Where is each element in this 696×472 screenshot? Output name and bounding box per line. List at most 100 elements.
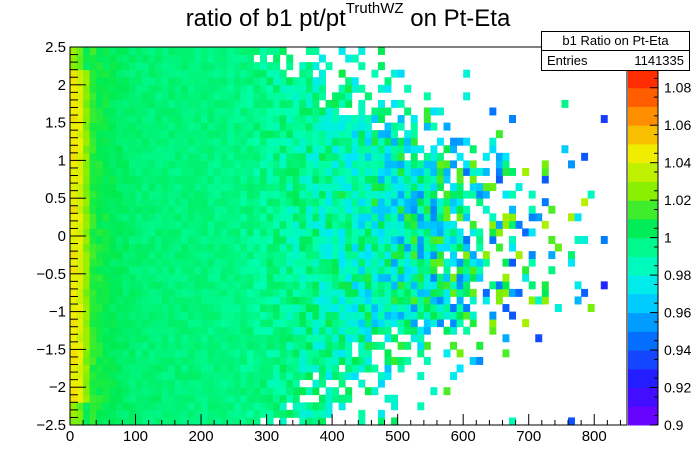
heatmap-cell (70, 47, 77, 55)
heatmap-cell (89, 281, 97, 290)
heatmap-cell (148, 304, 156, 312)
heatmap-cell (522, 167, 530, 176)
heatmap-cell (246, 387, 254, 396)
heatmap-cell (142, 92, 150, 101)
heatmap-cell (194, 190, 202, 199)
heatmap-cell (332, 99, 340, 108)
heatmap-cell (266, 349, 274, 358)
heatmap-cell (142, 213, 150, 222)
heatmap-cell (89, 273, 97, 282)
heatmap-cell (70, 205, 77, 214)
heatmap-cell (502, 273, 510, 282)
heatmap-cell (292, 258, 300, 267)
heatmap-cell (423, 341, 431, 350)
heatmap-cell (377, 273, 385, 282)
heatmap-cell (83, 266, 91, 275)
heatmap-cell (214, 145, 222, 154)
heatmap-cell (279, 99, 287, 108)
heatmap-cell (135, 205, 143, 214)
heatmap-cell (201, 213, 209, 222)
heatmap-cell (109, 152, 117, 161)
heatmap-cell (404, 326, 412, 335)
heatmap-cell (240, 167, 248, 176)
heatmap-cell (397, 69, 405, 78)
heatmap-cell (299, 341, 307, 350)
heatmap-cell (70, 183, 77, 192)
heatmap-cell (70, 152, 77, 161)
heatmap-cell (168, 273, 176, 282)
heatmap-cell (246, 190, 254, 199)
heatmap-cell (568, 417, 575, 426)
heatmap-cell (305, 130, 313, 139)
heatmap-cell (168, 198, 176, 207)
heatmap-cell (246, 137, 254, 146)
heatmap-cell (279, 273, 287, 282)
heatmap-cell (404, 205, 412, 214)
heatmap-cell (168, 69, 176, 78)
heatmap-cell (102, 266, 110, 275)
heatmap-cell (279, 115, 287, 123)
heatmap-cell (233, 77, 241, 86)
heatmap-cell (220, 258, 228, 267)
heatmap-cell (109, 54, 117, 63)
heatmap-cell (377, 251, 385, 260)
heatmap-cell (214, 394, 222, 403)
heatmap-cell (161, 115, 169, 123)
heatmap-cell (174, 115, 182, 123)
heatmap-cell (325, 62, 333, 71)
heatmap-cell (443, 167, 451, 176)
heatmap-cell (410, 319, 418, 328)
heatmap-cell (305, 251, 313, 260)
heatmap-cell (201, 417, 209, 426)
heatmap-cell (391, 122, 399, 131)
heatmap-cell (286, 296, 294, 305)
heatmap-cell (240, 372, 248, 381)
heatmap-cell (345, 213, 353, 222)
heatmap-cell (227, 220, 235, 229)
heatmap-cell (174, 77, 182, 86)
heatmap-cell (279, 296, 287, 305)
heatmap-cell (122, 243, 130, 252)
heatmap-cell (384, 145, 392, 154)
heatmap-cell (161, 402, 169, 411)
heatmap-cell (181, 394, 189, 403)
heatmap-cell (155, 319, 163, 328)
heatmap-cell (246, 228, 254, 237)
heatmap-cell (417, 167, 425, 176)
heatmap-cell (266, 47, 274, 55)
heatmap-cell (96, 258, 104, 267)
heatmap-cell (279, 183, 287, 192)
heatmap-cell (332, 137, 340, 146)
heatmap-cell (83, 183, 91, 192)
heatmap-cell (260, 145, 267, 154)
color-scale-band (628, 87, 658, 107)
heatmap-cell (377, 236, 385, 244)
heatmap-cell (332, 220, 340, 229)
heatmap-cell (305, 304, 313, 312)
heatmap-cell (469, 220, 477, 229)
heatmap-cell (541, 198, 549, 207)
heatmap-cell (260, 62, 267, 71)
heatmap-cell (391, 167, 399, 176)
heatmap-cell (364, 243, 372, 252)
heatmap-cell (469, 356, 477, 365)
heatmap-cell (181, 251, 189, 260)
heatmap-cell (319, 311, 326, 320)
heatmap-cell (161, 304, 169, 312)
heatmap-cell (168, 379, 176, 388)
heatmap-cell (371, 341, 379, 350)
color-scale-band (628, 218, 658, 239)
heatmap-cell (96, 69, 104, 78)
heatmap-cell (286, 409, 294, 418)
heatmap-cell (70, 167, 77, 176)
heatmap-cell (135, 281, 143, 290)
heatmap-cell (181, 122, 189, 131)
heatmap-cell (260, 84, 267, 93)
heatmap-cell (345, 304, 353, 312)
heatmap-cell (128, 69, 136, 78)
heatmap-cell (233, 326, 241, 335)
heatmap-cell (410, 236, 418, 244)
heatmap-cell (266, 251, 274, 260)
heatmap-cell (174, 130, 182, 139)
heatmap-cell (76, 160, 84, 169)
